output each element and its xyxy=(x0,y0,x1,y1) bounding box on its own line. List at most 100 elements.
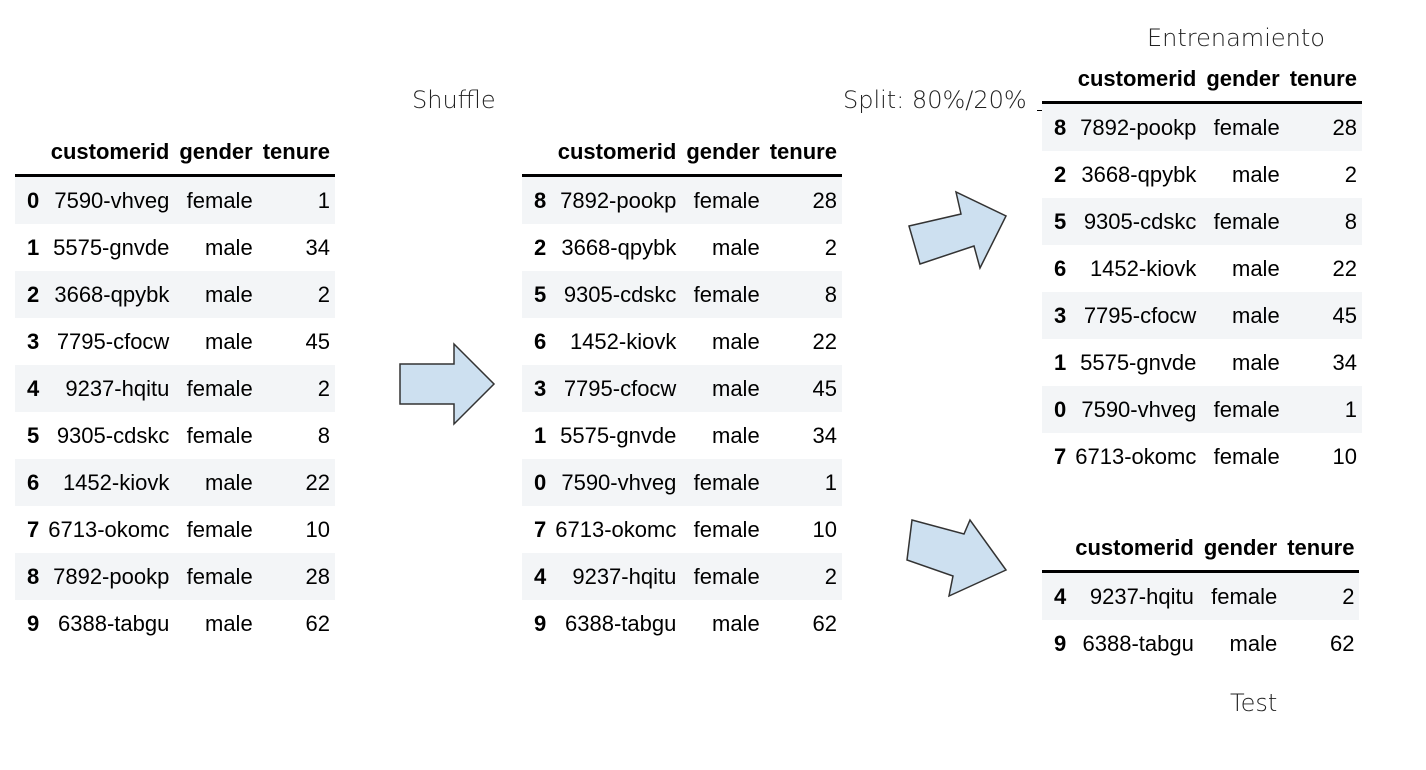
row-index: 2 xyxy=(1054,161,1067,187)
cell-tenure: 34 xyxy=(812,422,837,448)
row-index: 9 xyxy=(1054,630,1067,656)
table-row: 6 1452-kiovk male 22 xyxy=(15,459,335,506)
cell-customerid: 1452-kiovk xyxy=(1089,255,1197,281)
cell-customerid: 7892-pookp xyxy=(1080,114,1197,140)
table-row: 0 7590-vhveg female 1 xyxy=(15,175,335,224)
table-row: 3 7795-cfocw male 45 xyxy=(522,365,842,412)
cell-tenure: 62 xyxy=(1329,630,1355,656)
cell-customerid: 1452-kiovk xyxy=(569,328,677,354)
split-connector-line xyxy=(1037,110,1047,111)
table-row: 6 1452-kiovk male 22 xyxy=(522,318,842,365)
cell-tenure: 2 xyxy=(317,375,330,401)
cell-gender: female xyxy=(1213,396,1280,422)
row-index: 6 xyxy=(534,328,547,354)
row-index: 5 xyxy=(27,422,40,448)
table-row: 4 9237-hqitu female 2 xyxy=(15,365,335,412)
table-row: 3 7795-cfocw male 45 xyxy=(15,318,335,365)
cell-customerid: 7892-pookp xyxy=(560,187,677,213)
table-row: 3 7795-cfocw male 45 xyxy=(1042,292,1362,339)
cell-gender: male xyxy=(1232,349,1280,375)
cell-customerid: 9237-hqitu xyxy=(1089,583,1194,609)
cell-tenure: 10 xyxy=(305,516,330,542)
cell-customerid: 6388-tabgu xyxy=(565,610,677,636)
cell-customerid: 6388-tabgu xyxy=(1082,630,1194,656)
cell-customerid: 5575-gnvde xyxy=(1080,349,1197,375)
index-header xyxy=(1042,526,1071,573)
row-index: 4 xyxy=(534,563,547,589)
cell-tenure: 2 xyxy=(1342,583,1355,609)
cell-customerid: 7795-cfocw xyxy=(563,375,677,401)
table-row: 1 5575-gnvde male 34 xyxy=(522,412,842,459)
cell-gender: female xyxy=(186,187,253,213)
cell-tenure: 10 xyxy=(1332,443,1357,469)
row-index: 4 xyxy=(1054,583,1067,609)
table-header-row: customerid gender tenure xyxy=(522,130,842,177)
row-index: 8 xyxy=(534,187,547,213)
cell-tenure: 2 xyxy=(824,234,837,260)
column-header-gender: gender xyxy=(1201,57,1285,104)
table-header-row: customerid gender tenure xyxy=(15,130,335,177)
row-index: 3 xyxy=(27,328,40,354)
row-index: 2 xyxy=(534,234,547,260)
table-row: 4 9237-hqitu female 2 xyxy=(522,553,842,600)
row-index: 3 xyxy=(1054,302,1067,328)
table-row: 0 7590-vhveg female 1 xyxy=(1042,386,1362,433)
cell-tenure: 28 xyxy=(305,563,330,589)
cell-tenure: 34 xyxy=(1332,349,1357,375)
cell-tenure: 10 xyxy=(812,516,837,542)
cell-gender: female xyxy=(1213,208,1280,234)
table-row: 9 6388-tabgu male 62 xyxy=(522,600,842,647)
cell-gender: male xyxy=(205,328,253,354)
cell-customerid: 1452-kiovk xyxy=(62,469,170,495)
column-header-gender: gender xyxy=(1198,526,1283,573)
column-header-tenure: tenure xyxy=(764,130,842,177)
cell-gender: male xyxy=(1232,255,1280,281)
shuffle-label: Shuffle xyxy=(412,86,496,114)
cell-customerid: 5575-gnvde xyxy=(53,234,170,260)
cell-gender: female xyxy=(1213,114,1280,140)
table-row: 4 9237-hqitu female 2 xyxy=(1042,571,1360,620)
shuffle-arrow-shape xyxy=(399,342,496,426)
cell-gender: female xyxy=(693,281,760,307)
table-header-row: customerid gender tenure xyxy=(1042,526,1360,573)
cell-customerid: 6713-okomc xyxy=(1075,443,1197,469)
row-index: 8 xyxy=(27,563,40,589)
cell-tenure: 45 xyxy=(812,375,837,401)
cell-gender: female xyxy=(693,516,760,542)
cell-gender: female xyxy=(186,422,253,448)
row-index: 9 xyxy=(27,610,40,636)
table-row: 8 7892-pookp female 28 xyxy=(522,175,842,224)
table-row: 9 6388-tabgu male 62 xyxy=(1042,620,1359,667)
cell-gender: male xyxy=(205,610,253,636)
row-index: 6 xyxy=(1054,255,1067,281)
table-row: 6 1452-kiovk male 22 xyxy=(1042,245,1362,292)
test-dataframe: customerid gender tenure 4 9237-hqitu fema… xyxy=(1042,526,1360,667)
cell-tenure: 1 xyxy=(1344,396,1357,422)
row-index: 7 xyxy=(1054,443,1067,469)
cell-tenure: 8 xyxy=(1344,208,1357,234)
cell-tenure: 8 xyxy=(824,281,837,307)
column-header-customerid: customerid xyxy=(43,130,175,177)
train-dataframe: customerid gender tenure 8 7892-pookp fema… xyxy=(1042,57,1362,480)
row-index: 2 xyxy=(27,281,40,307)
row-index: 8 xyxy=(1054,114,1067,140)
cell-gender: female xyxy=(693,187,760,213)
cell-gender: male xyxy=(712,328,760,354)
cell-customerid: 6388-tabgu xyxy=(58,610,170,636)
cell-customerid: 7892-pookp xyxy=(53,563,170,589)
cell-customerid: 6713-okomc xyxy=(48,516,170,542)
table-row: 8 7892-pookp female 28 xyxy=(15,553,335,600)
index-header xyxy=(1042,57,1071,104)
cell-tenure: 62 xyxy=(305,610,330,636)
row-index: 7 xyxy=(534,516,547,542)
table-row: 1 5575-gnvde male 34 xyxy=(1042,339,1362,386)
cell-tenure: 2 xyxy=(824,563,837,589)
cell-customerid: 9305-cdskc xyxy=(1083,208,1197,234)
cell-gender: male xyxy=(712,610,760,636)
cell-gender: male xyxy=(1232,302,1280,328)
cell-gender: female xyxy=(1213,443,1280,469)
cell-customerid: 3668-qpybk xyxy=(1081,161,1197,187)
cell-tenure: 34 xyxy=(305,234,330,260)
cell-customerid: 9237-hqitu xyxy=(572,563,677,589)
column-header-tenure: tenure xyxy=(1284,57,1362,104)
